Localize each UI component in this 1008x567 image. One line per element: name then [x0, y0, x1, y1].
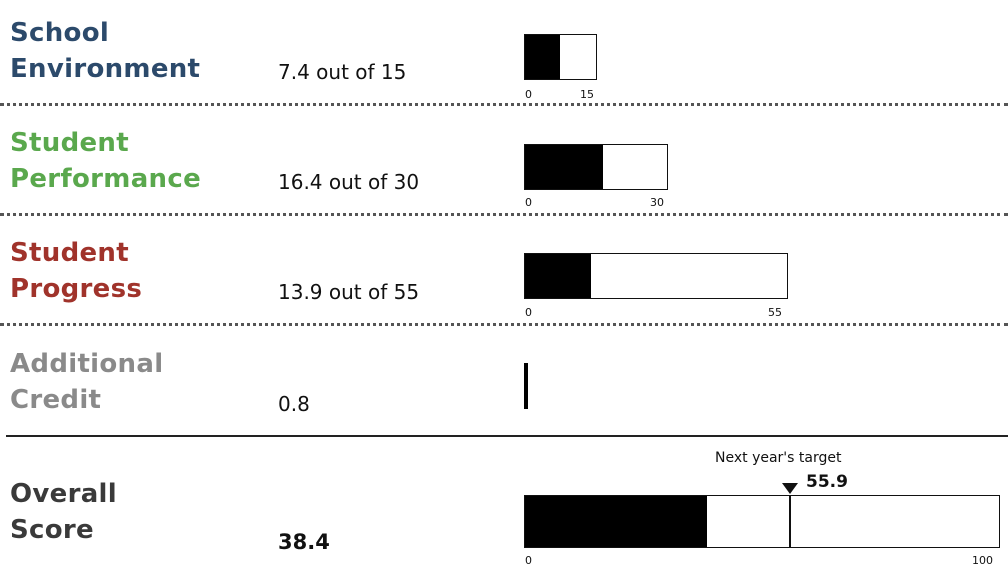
tick-min-school-environment: 0 — [525, 88, 532, 101]
section-divider — [6, 435, 1008, 437]
target-marker-icon — [782, 483, 798, 494]
bar-school-environment — [524, 34, 597, 80]
label-line-1: Student — [10, 128, 129, 158]
bar-fill-overall-score — [525, 496, 708, 547]
bar-fill-school-environment — [525, 35, 561, 79]
tick-min-student-progress: 0 — [525, 306, 532, 319]
tick-max-student-performance: 30 — [650, 196, 664, 209]
label-student-performance: Student Performance — [10, 125, 201, 197]
bar-fill-student-progress — [525, 254, 592, 298]
row-divider-3 — [0, 323, 1008, 326]
value-additional-credit: 0.8 — [278, 392, 310, 416]
value-student-performance: 16.4 out of 30 — [278, 170, 420, 194]
label-line-1: Student — [10, 238, 129, 268]
label-line-1: Additional — [10, 349, 164, 379]
target-line — [788, 496, 791, 547]
row-divider-1 — [0, 103, 1008, 106]
label-line-2: Environment — [10, 54, 201, 84]
label-line-2: Performance — [10, 164, 202, 194]
value-overall-score: 38.4 — [278, 530, 330, 554]
tick-max-student-progress: 55 — [768, 306, 782, 319]
bar-additional-credit — [524, 363, 528, 409]
label-additional-credit: Additional Credit — [10, 346, 163, 418]
row-divider-2 — [0, 213, 1008, 216]
label-line-2: Credit — [10, 385, 102, 415]
label-school-environment: School Environment — [10, 15, 200, 87]
bar-student-performance — [524, 144, 668, 190]
bar-student-progress — [524, 253, 788, 299]
target-value: 55.9 — [806, 472, 848, 492]
value-school-environment: 7.4 out of 15 — [278, 60, 407, 84]
bar-fill-student-performance — [525, 145, 603, 189]
label-student-progress: Student Progress — [10, 235, 142, 307]
label-overall-score: Overall Score — [10, 476, 117, 548]
bar-overall-score — [524, 495, 1000, 548]
value-student-progress: 13.9 out of 55 — [278, 280, 420, 304]
target-caption: Next year's target — [715, 450, 842, 466]
label-line-2: Score — [10, 515, 94, 545]
label-line-1: School — [10, 18, 110, 48]
label-line-1: Overall — [10, 479, 117, 509]
tick-min-student-performance: 0 — [525, 196, 532, 209]
tick-max-overall: 100 — [972, 554, 993, 567]
tick-max-school-environment: 15 — [580, 88, 594, 101]
tick-min-overall: 0 — [525, 554, 532, 567]
label-line-2: Progress — [10, 274, 143, 304]
